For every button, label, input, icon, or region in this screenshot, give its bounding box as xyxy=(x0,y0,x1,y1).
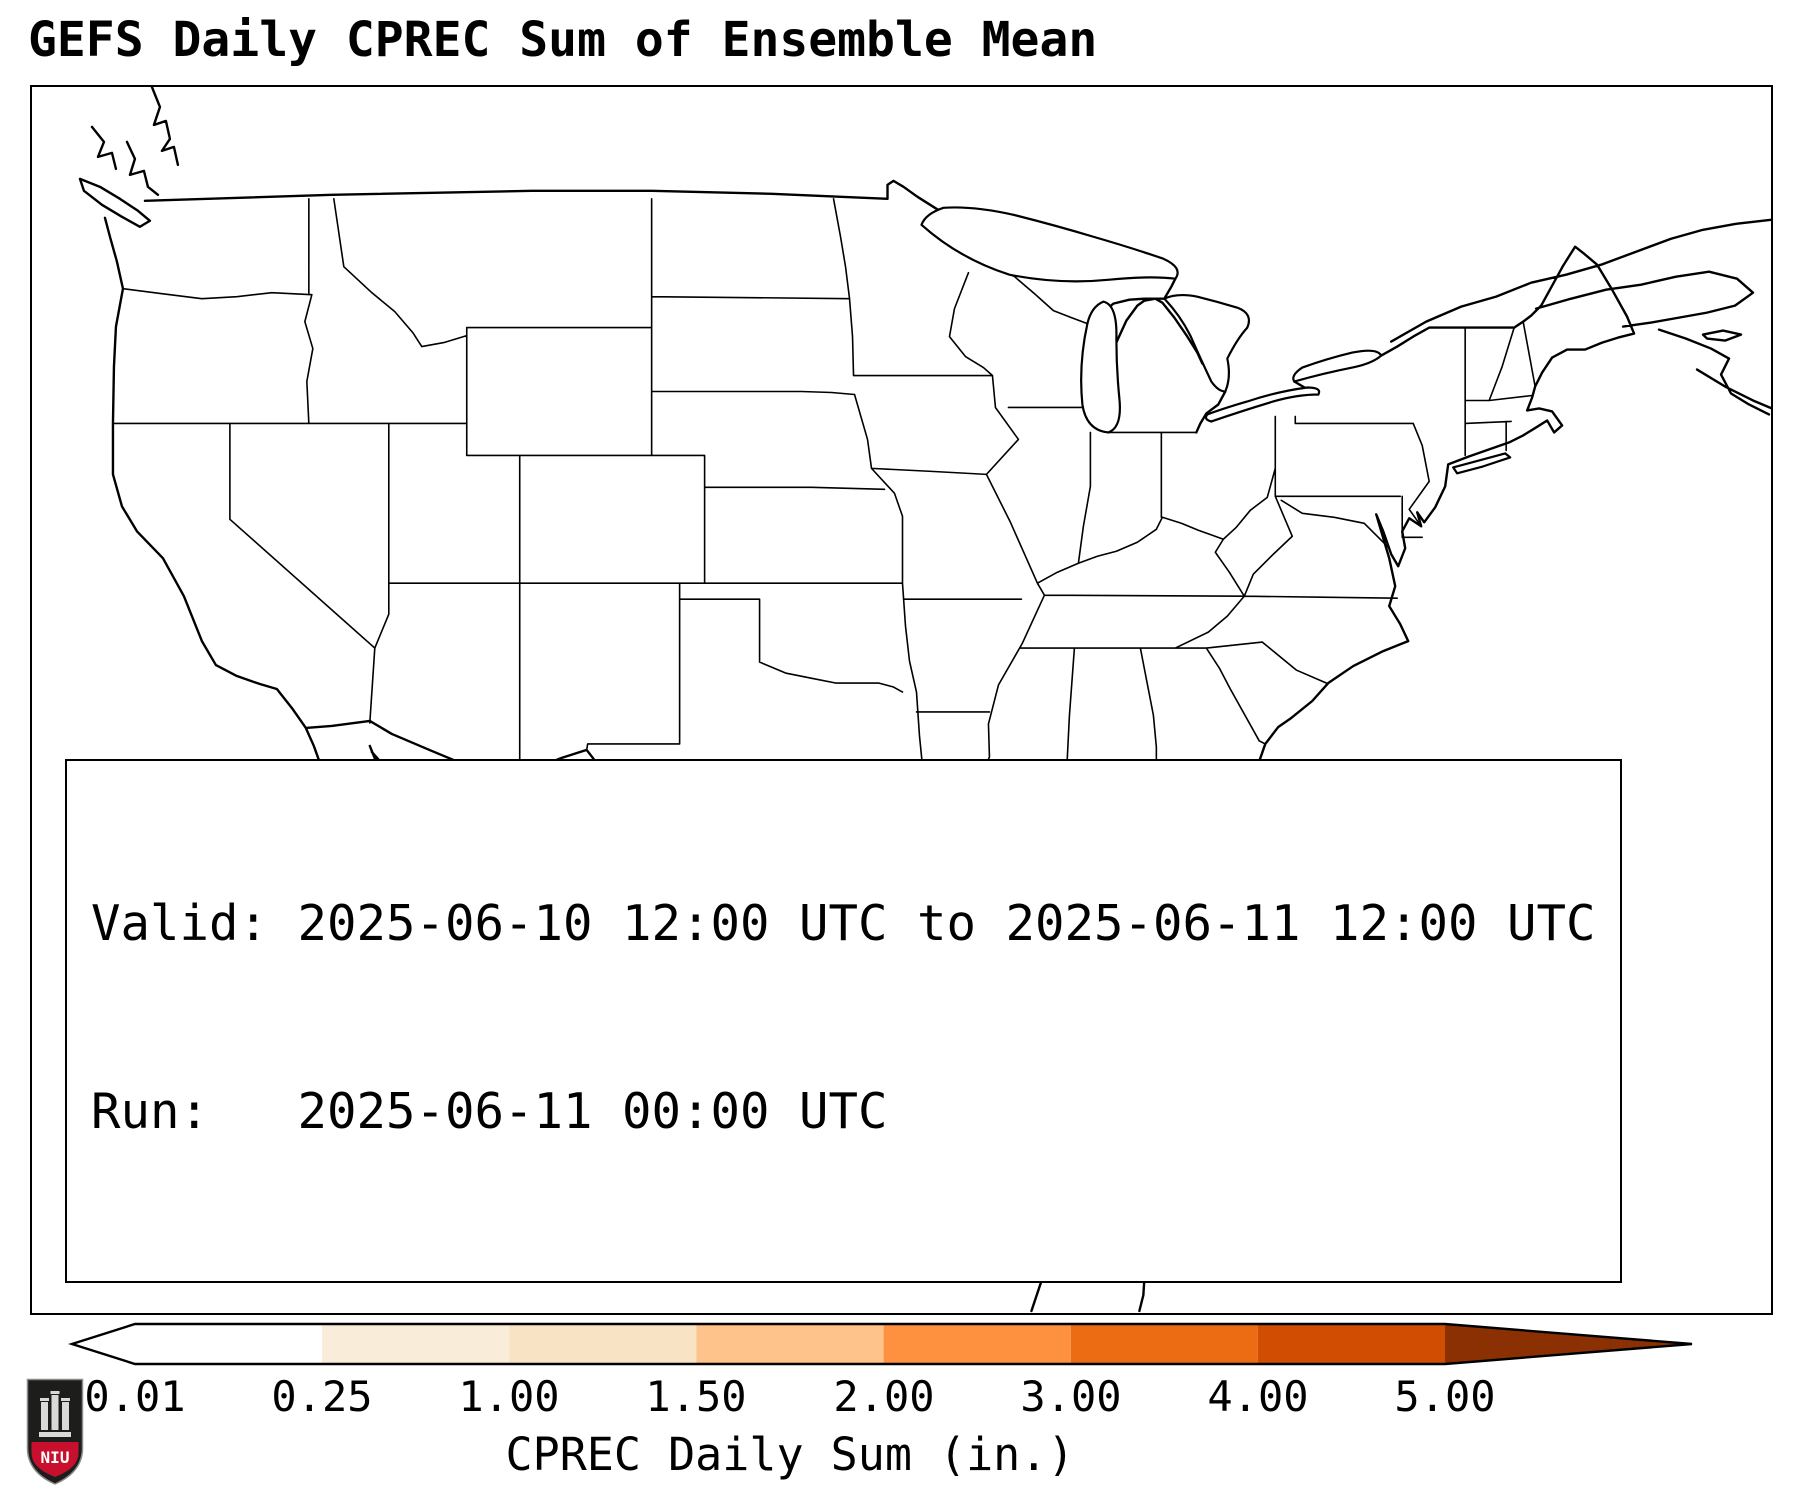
niu-logo-text: NIU xyxy=(41,1448,70,1467)
colorbar-segment xyxy=(135,1324,323,1364)
colorbar-tick-label: 4.00 xyxy=(1207,1372,1309,1421)
colorbar-segment xyxy=(1070,1324,1258,1364)
colorbar-segment xyxy=(509,1324,697,1364)
colorbar-tick-label: 5.00 xyxy=(1394,1372,1496,1421)
colorbar-tick-label: 2.00 xyxy=(833,1372,935,1421)
colorbar-segment xyxy=(322,1324,510,1364)
run-line: Run: 2025-06-11 00:00 UTC xyxy=(91,1082,888,1140)
colorbar-tick-label: 1.00 xyxy=(458,1372,560,1421)
colorbar-tick-label: 1.50 xyxy=(645,1372,747,1421)
colorbar-right-arrow xyxy=(1445,1324,1692,1364)
colorbar-left-arrow xyxy=(72,1324,135,1364)
validity-info-box: Valid: 2025-06-10 12:00 UTC to 2025-06-1… xyxy=(65,759,1622,1283)
page-title: GEFS Daily CPREC Sum of Ensemble Mean xyxy=(28,12,1098,68)
niu-banner xyxy=(31,1442,79,1477)
colorbar-tick-label: 0.25 xyxy=(271,1372,373,1421)
colorbar-caption: CPREC Daily Sum (in.) xyxy=(505,1428,1075,1481)
colorbar-segment xyxy=(1257,1324,1446,1364)
map-panel: Valid: 2025-06-10 12:00 UTC to 2025-06-1… xyxy=(30,85,1773,1315)
colorbar-segment xyxy=(696,1324,884,1364)
colorbar-tick-label: 3.00 xyxy=(1020,1372,1122,1421)
colorbar xyxy=(68,1322,1693,1366)
castle-icon xyxy=(39,1391,71,1437)
valid-line: Valid: 2025-06-10 12:00 UTC to 2025-06-1… xyxy=(91,894,1596,952)
colorbar-segment xyxy=(883,1324,1071,1364)
state-borders-path xyxy=(112,198,1536,815)
colorbar-outline xyxy=(68,1322,1693,1366)
great-lakes xyxy=(920,206,1512,475)
niu-logo: NIU xyxy=(26,1378,84,1485)
colorbar-tick-label: 0.01 xyxy=(84,1372,186,1421)
